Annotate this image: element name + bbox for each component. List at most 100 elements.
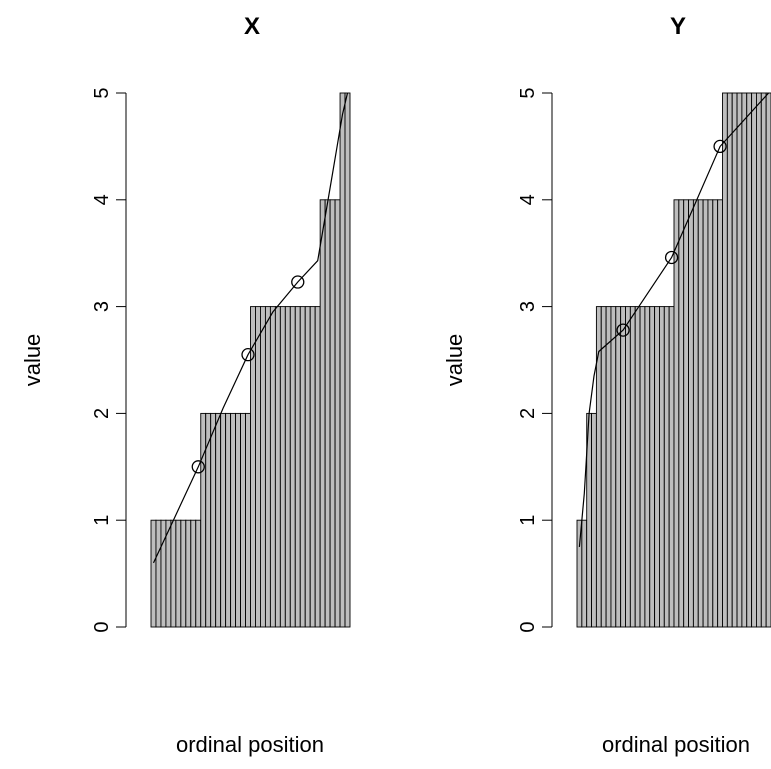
bar [615,306,622,628]
bar [160,519,167,628]
bar [195,519,202,628]
bar [629,306,636,628]
bar [240,412,246,628]
panel-y: Y value ordinal position 0 1 2 3 4 5 [442,13,771,757]
bar [605,306,612,628]
y-tick-label: 3 [517,301,539,312]
bar [230,412,237,628]
bar [284,306,291,628]
bar [319,199,326,628]
bar [339,92,346,628]
bar [746,92,753,628]
bar [294,306,301,628]
marker-point [664,250,679,265]
x-axis-label: ordinal position [602,732,750,757]
marker-point [291,275,305,289]
bar [190,519,197,628]
bar [274,306,281,628]
bar [756,92,762,628]
y-tick-label: 2 [517,408,539,419]
bar [170,519,177,628]
bar [707,199,714,628]
bar [697,199,704,628]
y-tick-label: 5 [91,87,113,98]
y-tick-label: 2 [91,408,113,419]
bar [255,306,261,628]
bar [314,306,321,628]
bar [220,412,227,628]
panel-title: X [244,13,260,40]
bar [595,306,602,628]
y-tick-label: 0 [91,621,113,632]
curve-line [152,92,349,564]
bar [299,306,306,628]
bar [264,306,271,628]
fit-curve [152,92,349,564]
bar [751,92,757,628]
panel-x: X value ordinal position 0 1 2 3 4 5 [20,13,351,757]
y-tick-label: 4 [91,194,113,205]
bar [245,412,251,628]
bar [329,199,336,628]
x-axis-label: ordinal position [176,732,324,757]
bar [150,519,157,628]
marker-point [713,139,727,154]
bar [692,199,699,628]
bar [210,412,217,628]
bar [688,199,694,628]
bar [324,199,331,628]
bar [663,306,670,628]
marker-point [191,460,205,474]
bar [649,306,656,628]
bar [576,519,583,628]
bar-series [150,92,351,628]
bar [180,519,187,628]
bar [736,92,743,628]
bar [289,306,296,628]
bar [600,306,607,628]
bar [673,199,680,628]
bar [634,306,641,628]
y-tick-label: 4 [517,194,539,205]
bar [731,92,738,628]
bar [717,199,723,628]
bar [185,519,192,628]
bar [269,306,276,628]
bar [639,306,646,628]
bar [165,519,172,628]
bar [760,92,767,628]
bar [620,306,626,628]
bar [260,306,266,628]
y-axis: 0 1 2 3 4 5 [91,87,127,633]
fit-curve [578,92,770,547]
bar [683,199,690,628]
marker-point [241,348,255,362]
bar [225,412,232,628]
bar [581,519,588,628]
bar [678,199,685,628]
marker-series [191,275,305,474]
bar [200,412,207,628]
bar [712,199,719,628]
panel-title: Y [670,13,686,40]
y-axis: 0 1 2 3 4 5 [517,87,553,633]
bar [741,92,748,628]
bar [722,92,728,628]
y-tick-label: 3 [91,301,113,312]
bar [591,412,597,628]
y-tick-label: 1 [91,515,113,526]
bar [625,306,631,628]
bar [235,412,241,628]
y-axis-label: value [20,334,45,387]
bar [334,199,341,628]
curve-line [578,92,770,547]
bar [309,306,316,628]
y-tick-label: 0 [517,621,539,632]
y-tick-label: 1 [517,515,539,526]
y-axis-label: value [442,334,467,387]
bar [610,306,617,628]
bar [659,306,665,628]
marker-series [616,139,727,337]
bar [304,306,311,628]
